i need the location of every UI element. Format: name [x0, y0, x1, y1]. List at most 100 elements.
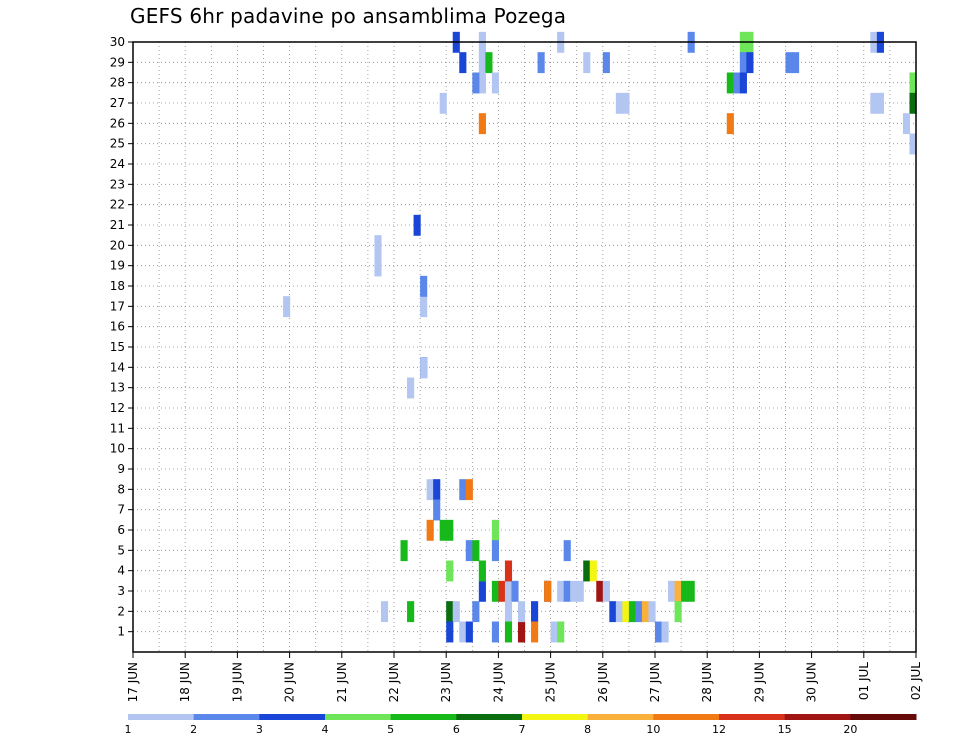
heatmap-cell	[459, 479, 467, 501]
x-tick-label: 18 JUN	[178, 662, 192, 702]
colorbar-swatch	[784, 714, 851, 720]
heatmap-cell	[446, 560, 454, 582]
x-tick-label: 20 JUN	[283, 662, 297, 702]
x-tick-label: 28 JUN	[700, 662, 714, 702]
heatmap-cell	[517, 601, 526, 623]
heatmap-cell	[459, 52, 467, 74]
heatmap-cell	[550, 621, 558, 643]
heatmap-cell	[374, 235, 382, 257]
colorbar-label: 3	[256, 723, 263, 736]
colorbar-swatch	[522, 714, 589, 720]
heatmap-cell	[283, 296, 291, 318]
heatmap-cell	[374, 255, 382, 277]
x-tick-label: 29 JUN	[752, 662, 766, 702]
heatmap-cell	[433, 479, 441, 501]
heatmap-cell	[517, 621, 526, 643]
heatmap-cell	[583, 560, 591, 582]
heatmap-cell	[609, 601, 617, 623]
heatmap-cell	[570, 580, 578, 602]
y-axis: 1234567891011121314151617181920212223242…	[110, 35, 133, 639]
heatmap-cell	[498, 580, 506, 602]
chart-title: GEFS 6hr padavine po ansamblima Pozega	[130, 4, 567, 28]
heatmap-cell	[439, 519, 447, 541]
heatmap-cell	[452, 601, 460, 623]
heatmap-cell	[472, 72, 480, 94]
heatmap-cell	[602, 580, 610, 602]
colorbar-label: 5	[387, 723, 394, 736]
heatmap-cell	[739, 52, 747, 74]
colorbar-swatch	[850, 714, 917, 720]
heatmap-cell	[602, 52, 610, 74]
colorbar-label: 7	[519, 723, 526, 736]
y-tick-label: 10	[110, 442, 125, 456]
y-tick-label: 17	[110, 299, 125, 313]
heatmap-cell	[380, 601, 389, 623]
heatmap-cell	[615, 92, 623, 114]
x-tick-label: 22 JUN	[387, 662, 401, 702]
colorbar-swatch	[587, 714, 654, 720]
y-tick-label: 20	[110, 238, 125, 252]
heatmap-cell	[544, 580, 552, 602]
x-tick-label: 23 JUN	[439, 662, 453, 702]
colorbar-swatch	[653, 714, 720, 720]
heatmap-cell	[909, 72, 917, 94]
y-tick-label: 7	[117, 503, 125, 517]
heatmap-cell	[557, 580, 565, 602]
x-tick-label: 17 JUN	[126, 662, 140, 702]
colorbar-label: 15	[778, 723, 792, 736]
heatmap-cell	[472, 540, 480, 562]
heatmap-cell	[465, 540, 473, 562]
y-tick-label: 16	[110, 320, 125, 334]
colorbar-swatch	[193, 714, 260, 720]
y-tick-label: 27	[110, 96, 125, 110]
heatmap-cell	[407, 377, 415, 399]
y-tick-label: 3	[117, 584, 125, 598]
heatmap-cell	[870, 92, 878, 114]
colorbar-swatch	[719, 714, 786, 720]
heatmap-cell	[439, 92, 447, 114]
y-tick-label: 4	[117, 564, 125, 578]
heatmap-cell	[615, 601, 623, 623]
y-tick-label: 12	[110, 401, 125, 415]
heatmap-cell	[583, 52, 591, 74]
heatmap-cell	[504, 621, 513, 643]
heatmap-cell	[681, 580, 689, 602]
heatmap-cell	[655, 621, 663, 643]
heatmap-cell	[491, 580, 499, 602]
heatmap-cell	[909, 133, 917, 155]
heatmap-cell	[504, 601, 513, 623]
heatmap-cell	[478, 52, 486, 74]
x-axis: 17 JUN 18 JUN 19 JUN 20 JUN 21 JUN 22 JUN 23 J…	[126, 652, 923, 702]
colorbar: 1 2 3 4 5 6 7 8 10 12 15 20	[125, 714, 917, 736]
colorbar-label: 2	[190, 723, 197, 736]
heatmap-cell	[478, 560, 486, 582]
heatmap-cell	[726, 113, 734, 135]
y-tick-label: 23	[110, 177, 125, 191]
heatmap-cell	[876, 92, 884, 114]
heatmap-cell	[511, 580, 519, 602]
heatmap-cell	[465, 621, 473, 643]
heatmap-cell	[400, 540, 408, 562]
x-tick-label: 26 JUN	[596, 662, 610, 702]
heatmap-cell	[661, 621, 669, 643]
y-tick-label: 29	[110, 55, 125, 69]
heatmap-cell	[446, 601, 454, 623]
heatmap-cell	[902, 113, 911, 135]
heatmap-cell	[576, 580, 584, 602]
y-tick-label: 24	[110, 157, 125, 171]
colorbar-label: 4	[322, 723, 329, 736]
heatmap-cell	[531, 601, 539, 623]
colorbar-label: 20	[843, 723, 857, 736]
heatmap-cell	[746, 52, 754, 74]
y-tick-label: 26	[110, 116, 125, 130]
heatmap-cell	[622, 92, 630, 114]
colorbar-label: 8	[584, 723, 591, 736]
y-tick-label: 18	[110, 279, 125, 293]
y-tick-label: 8	[117, 482, 125, 496]
colorbar-swatch	[128, 714, 195, 720]
heatmap-cell	[726, 72, 734, 94]
y-tick-label: 22	[110, 198, 125, 212]
heatmap-cell	[485, 52, 493, 74]
y-tick-label: 11	[110, 421, 125, 435]
colorbar-swatch	[390, 714, 457, 720]
